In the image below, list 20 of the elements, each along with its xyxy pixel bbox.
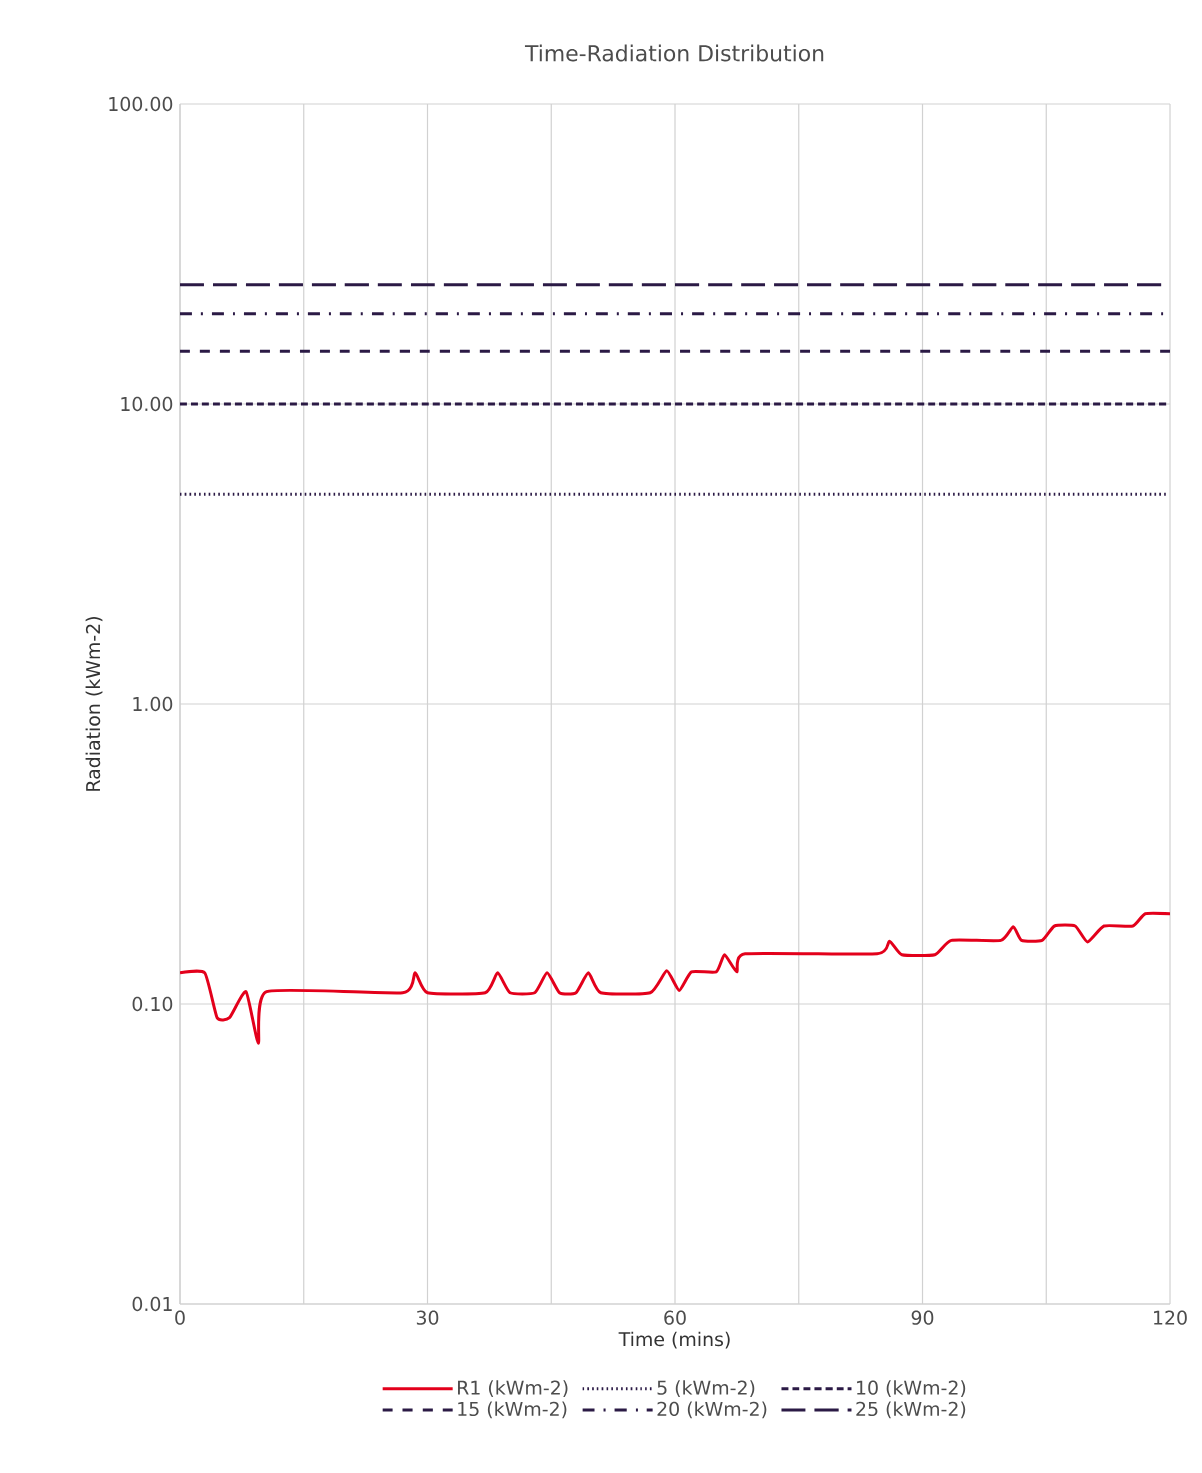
legend-label: 10 (kWm-2) bbox=[857, 1380, 966, 1398]
legend-label: 25 (kWm-2) bbox=[856, 1401, 966, 1419]
x-tick-label: 90 bbox=[911, 1310, 934, 1325]
legend-label: 15 (kWm-2) bbox=[458, 1401, 567, 1419]
x-axis-title: Time (mins) bbox=[618, 1331, 730, 1349]
legend-label: R1 (kWm-2) bbox=[458, 1380, 568, 1398]
x-tick-label: 0 bbox=[175, 1310, 185, 1325]
y-axis-title: Radiation (kWm-2) bbox=[85, 617, 103, 791]
y-tick-label: 10.00 bbox=[121, 396, 173, 412]
y-tick-label: 0.01 bbox=[132, 1296, 172, 1312]
line-series bbox=[180, 911, 1171, 1045]
chart-title: Time-Radiation Distribution bbox=[524, 44, 824, 62]
y-tick-label: 1.00 bbox=[133, 696, 173, 712]
x-tick-label: 60 bbox=[664, 1310, 686, 1325]
x-tick-label: 120 bbox=[1154, 1310, 1187, 1325]
legend-label: 5 (kWm-2) bbox=[657, 1380, 755, 1398]
legend-label: 20 (kWm-2) bbox=[657, 1401, 767, 1419]
y-tick-label: 0.10 bbox=[132, 996, 173, 1012]
y-tick-label: 100.00 bbox=[109, 96, 173, 112]
x-tick-label: 30 bbox=[416, 1310, 439, 1325]
